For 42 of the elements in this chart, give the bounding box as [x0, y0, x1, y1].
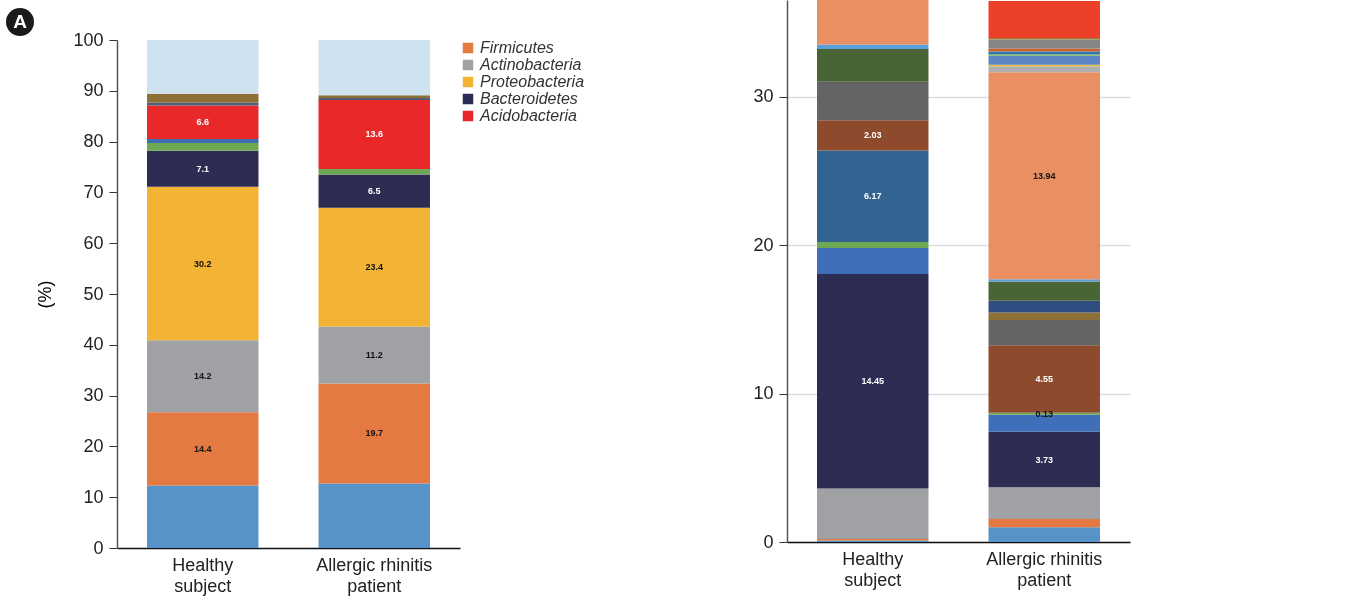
- y-tick-label: 50: [83, 283, 104, 304]
- data-label: 14.2: [193, 371, 212, 382]
- x-tick-label: Allergic rhinitis patient: [986, 548, 1103, 590]
- y-tick-label: 20: [753, 234, 774, 255]
- y-tick-label: 30: [83, 385, 104, 406]
- data-label: 2.03: [863, 130, 882, 141]
- x-tick-label: Allergic rhinitis patient: [316, 554, 433, 596]
- data-label: 11.2: [365, 349, 383, 360]
- legend-label: Acidobacteria: [479, 107, 578, 124]
- data-label: 23.4: [365, 262, 384, 273]
- data-label: 13.6: [365, 129, 384, 140]
- y-tick-label: 60: [83, 232, 104, 253]
- x-tick-label: Healthy subject: [842, 548, 904, 590]
- legend-label: Actinobacteria: [479, 56, 582, 73]
- y-tick-label: 10: [83, 486, 104, 507]
- data-label: 0.13: [1035, 408, 1054, 419]
- y-tick-label: 90: [83, 80, 104, 101]
- legend-label: Bacteroidetes: [480, 90, 578, 107]
- data-label: 14.45: [861, 376, 885, 387]
- legend-label: Firmicutes: [480, 39, 554, 56]
- y-tick-label: 70: [83, 181, 104, 202]
- y-tick-label: 30: [753, 86, 774, 107]
- y-tick-label: 100: [73, 29, 104, 50]
- data-label: 13.94: [1032, 170, 1056, 181]
- legend-label: Proteobacteria: [480, 73, 585, 90]
- x-tick-label: Healthy subject: [172, 554, 234, 596]
- data-label: 30.2: [193, 258, 212, 269]
- y-tick-label: 40: [83, 334, 104, 355]
- data-label: 14.4: [193, 443, 212, 454]
- y-tick-label: 10: [753, 383, 774, 404]
- data-label: 19.7: [365, 428, 384, 439]
- data-label: 6.6: [196, 117, 210, 128]
- data-label: 6.17: [863, 191, 882, 202]
- y-tick-label: 80: [83, 131, 104, 152]
- y-tick-label: 0: [763, 531, 774, 552]
- y-axis-title: (%): [35, 280, 56, 309]
- y-tick-label: 20: [83, 435, 104, 456]
- data-label: 6.5: [367, 186, 381, 197]
- data-label: 4.55: [1035, 374, 1054, 385]
- data-label: 3.73: [1035, 454, 1054, 465]
- data-label: 7.1: [196, 163, 210, 174]
- y-tick-label: 0: [93, 537, 104, 558]
